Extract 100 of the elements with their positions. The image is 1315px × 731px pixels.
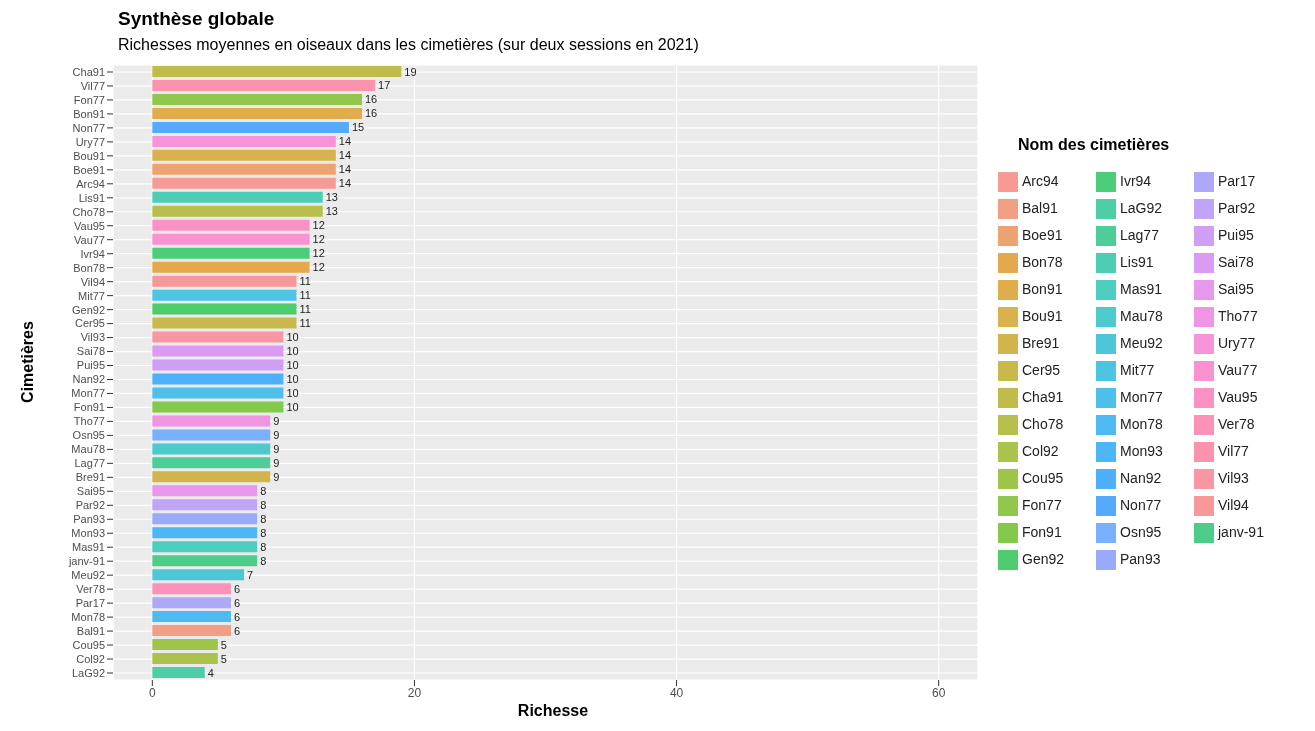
y-tick-label: Tho77 xyxy=(73,415,105,428)
y-tick-label: Pan93 xyxy=(73,513,105,526)
legend-label: Vil94 xyxy=(1218,496,1249,513)
legend-label: Mon77 xyxy=(1120,388,1163,405)
legend-label: Bon78 xyxy=(1022,253,1063,270)
data-label: 8 xyxy=(260,484,267,497)
y-tick-label: Vau95 xyxy=(74,219,105,232)
y-tick-label: Col92 xyxy=(76,652,105,665)
y-tick-label: Vil94 xyxy=(80,275,105,288)
chart-title: Synthèse globale xyxy=(118,8,276,30)
data-label: 16 xyxy=(365,93,378,106)
data-label: 11 xyxy=(299,303,311,316)
data-label: 14 xyxy=(338,135,352,148)
data-label: 12 xyxy=(312,219,325,232)
legend-label: Col92 xyxy=(1022,442,1059,459)
x-tick-label: 20 xyxy=(407,685,422,700)
legend-label: Meu92 xyxy=(1120,334,1163,351)
legend-label: Mau78 xyxy=(1120,307,1163,324)
data-label: 9 xyxy=(273,428,280,441)
data-label: 6 xyxy=(233,596,241,609)
data-label: 16 xyxy=(365,107,378,120)
y-tick-label: Cha91 xyxy=(72,65,105,78)
x-tick-label: 60 xyxy=(932,685,946,700)
legend-label: Lag77 xyxy=(1120,226,1159,243)
y-tick-label: Bre91 xyxy=(75,471,105,484)
y-tick-label: Mau78 xyxy=(71,443,105,456)
legend-label: Gen92 xyxy=(1022,550,1065,567)
y-tick-label: Bal91 xyxy=(76,624,105,637)
data-label: 13 xyxy=(325,191,338,204)
y-tick-label: Arc94 xyxy=(76,177,105,190)
data-label: 8 xyxy=(260,498,267,511)
data-label: 8 xyxy=(260,512,267,525)
data-label: 8 xyxy=(260,526,267,539)
data-label: 11 xyxy=(299,317,311,330)
legend-label: Bon91 xyxy=(1022,280,1063,297)
y-tick-label: Gen92 xyxy=(71,303,105,316)
data-label: 8 xyxy=(260,540,267,553)
legend-label: Arc94 xyxy=(1022,172,1059,189)
legend-label: LaG92 xyxy=(1120,199,1163,216)
legend-label: Sai78 xyxy=(1218,253,1254,270)
data-label: 10 xyxy=(286,359,299,372)
y-tick-label: Sai95 xyxy=(76,485,105,498)
y-tick-label: Nan92 xyxy=(72,373,105,386)
chart-subtitle: Richesses moyennes en oiseaux dans les cimetières (sur deux sessions en 2021) xyxy=(118,36,699,54)
y-tick-label: LaG92 xyxy=(71,666,105,679)
x-tick-label: 40 xyxy=(669,685,684,700)
y-tick-label: Cou95 xyxy=(72,638,105,651)
y-tick-label: Cho78 xyxy=(72,205,105,218)
y-tick-label: Vil77 xyxy=(80,79,105,92)
legend-label: Fon91 xyxy=(1022,523,1062,540)
legend-label: Mit77 xyxy=(1120,361,1155,378)
data-label: 8 xyxy=(260,554,267,567)
y-tick-label: Lag77 xyxy=(74,457,105,470)
y-tick-label: Ivr94 xyxy=(80,247,105,260)
y-tick-label: Fon91 xyxy=(73,401,105,414)
legend-label: Par17 xyxy=(1218,172,1256,189)
y-tick-label: Mon93 xyxy=(71,527,105,540)
legend-label: Lis91 xyxy=(1120,253,1154,270)
data-label: 7 xyxy=(247,568,254,581)
y-tick-label: Vau77 xyxy=(74,233,105,246)
y-tick-label: Pui95 xyxy=(76,359,105,372)
legend-label: Vil77 xyxy=(1218,442,1249,459)
data-label: 9 xyxy=(273,456,280,469)
data-label: 11 xyxy=(299,289,311,302)
data-label: 6 xyxy=(233,582,241,595)
data-label: 17 xyxy=(378,79,391,92)
legend-label: Ivr94 xyxy=(1120,172,1152,189)
y-tick-label: Osn95 xyxy=(72,429,105,442)
legend-label: Vau77 xyxy=(1218,361,1258,378)
legend-label: Cha91 xyxy=(1022,388,1064,405)
legend-label: Cou95 xyxy=(1022,469,1064,486)
y-tick-label: janv-91 xyxy=(67,555,105,568)
y-tick-label: Boe91 xyxy=(73,163,105,176)
data-label: 13 xyxy=(325,205,338,218)
legend-label: janv-91 xyxy=(1218,523,1264,540)
legend-label: Osn95 xyxy=(1120,523,1162,540)
x-axis-title: Richesse xyxy=(516,702,590,720)
data-label: 12 xyxy=(312,233,325,246)
legend-label: Sai95 xyxy=(1218,280,1254,297)
data-label: 10 xyxy=(286,386,299,399)
legend-label: Tho77 xyxy=(1218,307,1258,324)
legend-label: Vil93 xyxy=(1218,469,1249,486)
y-tick-label: Par92 xyxy=(75,499,105,512)
legend-title: Nom des cimetières xyxy=(1018,136,1170,154)
y-tick-label: Mas91 xyxy=(71,541,105,554)
legend-label: Par92 xyxy=(1218,199,1256,216)
legend-label: Fon77 xyxy=(1022,496,1062,513)
data-label: 14 xyxy=(338,149,352,162)
data-label: 10 xyxy=(286,400,299,413)
data-label: 10 xyxy=(286,345,299,358)
data-label: 10 xyxy=(286,331,299,344)
data-label: 4 xyxy=(207,666,214,679)
data-label: 19 xyxy=(404,65,417,78)
y-axis-title: Cimetières xyxy=(19,320,37,405)
y-tick-label: Sai78 xyxy=(76,345,105,358)
data-label: 9 xyxy=(273,414,280,427)
y-tick-label: Ver78 xyxy=(76,583,105,596)
y-tick-label: Bou91 xyxy=(73,149,105,162)
data-label: 5 xyxy=(220,652,227,665)
legend-label: Vau95 xyxy=(1218,388,1258,405)
